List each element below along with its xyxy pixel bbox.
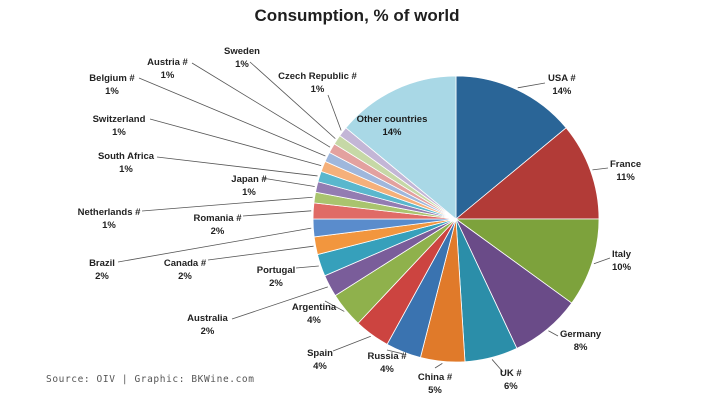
slice-label: Australia 2%	[180, 312, 235, 338]
leader-line	[386, 349, 403, 355]
slice-label: Switzerland 1%	[87, 113, 151, 139]
slice-name: Czech Republic #	[278, 71, 357, 82]
slice-label: France 11%	[610, 158, 641, 184]
pie-slice-other-countries	[345, 75, 457, 220]
slice-label: Sweden 1%	[218, 45, 266, 71]
slice-name: Australia	[187, 313, 228, 324]
leader-line	[261, 177, 315, 187]
leader-line	[242, 210, 312, 217]
slice-name: Germany	[560, 329, 602, 340]
leader-line	[156, 156, 318, 177]
slice-name: USA #	[548, 73, 576, 84]
slice-label: Portugal 2%	[254, 264, 298, 290]
leader-line	[327, 94, 342, 131]
slice-percent: 14%	[552, 86, 572, 97]
slice-label: Japan # 1%	[225, 173, 273, 199]
slice-percent: 4%	[313, 361, 327, 372]
leader-line	[332, 335, 371, 352]
leader-line	[517, 82, 546, 89]
slice-percent: 2%	[210, 226, 225, 237]
slice-percent: 1%	[160, 70, 175, 81]
slice-percent: 2%	[269, 278, 283, 289]
leader-line	[249, 61, 336, 139]
slice-percent: 2%	[95, 271, 109, 282]
slice-percent: 6%	[503, 381, 518, 392]
slice-percent: 1%	[310, 84, 325, 95]
slice-label: Spain 4%	[300, 347, 340, 373]
slice-percent: 4%	[307, 315, 321, 326]
slice-label: Brazil 2%	[82, 257, 122, 283]
slice-percent: 2%	[178, 271, 192, 282]
slice-label: Germany 8%	[560, 328, 601, 354]
slice-percent: 1%	[102, 220, 116, 231]
slice-percent: 1%	[105, 86, 119, 97]
slice-label: Austria # 1%	[140, 56, 195, 82]
slice-label: Argentina 4%	[289, 301, 339, 327]
leader-line	[138, 77, 326, 157]
slice-percent: 11%	[616, 172, 635, 183]
slice-name: Romania #	[193, 213, 242, 224]
slice-label: USA # 14%	[548, 72, 576, 98]
pie-slice-italy	[454, 218, 600, 304]
pie-slice-usa	[455, 75, 567, 220]
leader-line	[491, 359, 504, 373]
slice-label: Czech Republic # 1%	[270, 70, 365, 96]
slice-percent: 4%	[380, 364, 394, 375]
leader-line	[149, 118, 322, 167]
slice-name: Austria #	[147, 57, 188, 68]
slice-name: Belgium #	[89, 73, 135, 84]
slice-percent: 8%	[573, 342, 588, 353]
slice-percent: 1%	[235, 59, 249, 70]
slice-label: Italy 10%	[612, 248, 631, 274]
leader-line	[231, 286, 328, 320]
slice-label: Netherlands # 1%	[74, 206, 144, 232]
slice-name: Sweden	[224, 46, 260, 57]
slice-percent: 1%	[112, 127, 126, 138]
slice-label: Belgium # 1%	[82, 72, 142, 98]
slice-label: Russia # 4%	[362, 350, 412, 376]
slice-name: China #	[417, 372, 453, 383]
chart-title: Consumption, % of world	[254, 6, 460, 25]
leader-line	[141, 196, 313, 212]
leader-line	[593, 257, 611, 265]
slice-name: France	[610, 159, 642, 170]
leader-line	[295, 265, 319, 269]
leader-line	[191, 62, 331, 148]
slice-name: UK #	[500, 368, 522, 379]
slice-percent: 5%	[428, 385, 442, 396]
leader-line	[434, 363, 443, 369]
slice-percent: 14%	[382, 127, 402, 138]
pie-slice-france	[454, 127, 600, 220]
slice-name: Japan #	[231, 174, 267, 185]
slice-name: Brazil	[89, 258, 115, 269]
slice-label: Other countries 14%	[342, 113, 442, 139]
slice-percent: 10%	[612, 262, 632, 273]
source-credit: Source: OIV | Graphic: BKWine.com	[46, 374, 255, 385]
slice-name: Spain	[307, 348, 333, 359]
slice-name: Canada #	[163, 258, 207, 269]
slice-percent: 1%	[119, 164, 133, 175]
slice-name: Russia #	[367, 351, 407, 362]
slice-label: Romania # 2%	[190, 212, 245, 238]
slice-label: UK # 6%	[500, 367, 522, 393]
slice-name: Netherlands #	[77, 207, 141, 218]
slice-label: South Africa 1%	[94, 150, 158, 176]
slice-percent: 2%	[200, 326, 215, 337]
leader-line	[324, 300, 345, 312]
slice-name: Other countries	[356, 114, 428, 125]
slice-name: South Africa	[97, 151, 155, 162]
leader-line	[592, 167, 609, 171]
slice-label: China # 5%	[405, 371, 465, 397]
slice-percent: 1%	[242, 187, 256, 198]
slice-name: Switzerland	[92, 114, 146, 125]
leader-line	[207, 245, 314, 261]
slice-name: Portugal	[256, 265, 296, 276]
leader-line	[548, 330, 559, 337]
slice-name: Argentina	[291, 302, 337, 313]
slice-name: Italy	[612, 249, 632, 260]
slice-label: Canada # 2%	[160, 257, 210, 283]
leader-line	[117, 227, 312, 263]
